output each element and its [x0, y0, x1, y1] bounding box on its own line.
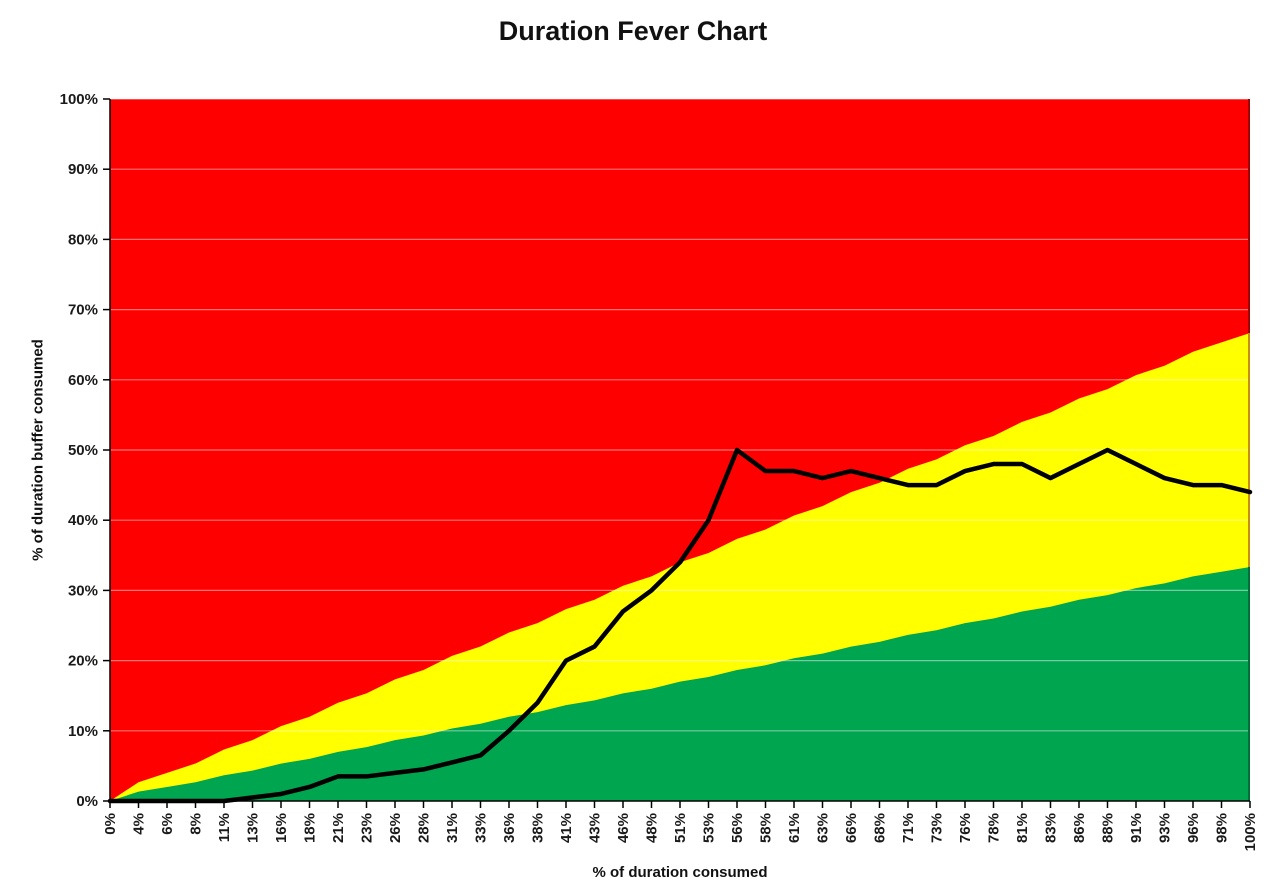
y-tick-label: 20% — [68, 653, 98, 670]
x-tick-label: 48% — [644, 813, 661, 843]
x-tick-label: 88% — [1100, 813, 1117, 843]
x-tick-label: 76% — [957, 813, 974, 843]
x-tick-label: 78% — [986, 813, 1003, 843]
x-tick-label: 11% — [216, 813, 233, 842]
fever-line — [107, 447, 1253, 804]
x-tick-label: 38% — [530, 813, 547, 843]
x-tick-label: 46% — [615, 813, 632, 843]
x-tick-label: 13% — [245, 813, 262, 843]
x-tick-label: 23% — [359, 813, 376, 843]
x-tick-label: 71% — [900, 813, 917, 843]
x-tick-label: 96% — [1185, 813, 1202, 843]
x-tick-label: 31% — [444, 813, 461, 843]
y-tick-label: 0% — [76, 793, 98, 810]
x-tick-label: 18% — [302, 813, 319, 843]
x-tick-label: 100% — [1242, 813, 1259, 851]
x-axis-title: % of duration consumed — [592, 864, 768, 881]
x-tick-label: 26% — [387, 813, 404, 843]
x-tick-label: 28% — [416, 813, 433, 843]
x-tick-label: 0% — [102, 813, 119, 835]
x-tick-label: 8% — [188, 813, 205, 835]
x-tick-label: 63% — [815, 813, 832, 843]
x-tick-label: 43% — [587, 813, 604, 843]
x-tick-label: 16% — [273, 813, 290, 843]
x-tick-label: 93% — [1157, 813, 1174, 843]
x-tick-label: 36% — [501, 813, 518, 843]
x-tick-label: 68% — [872, 813, 889, 843]
chart-title: Duration Fever Chart — [498, 16, 768, 46]
x-tick-label: 53% — [701, 813, 718, 843]
y-tick-label: 80% — [68, 231, 98, 248]
x-tick-label: 21% — [330, 813, 347, 843]
x-tick-label: 33% — [473, 813, 490, 843]
x-tick-label: 66% — [843, 813, 860, 843]
y-tick-label: 50% — [68, 442, 98, 459]
x-tick-label: 4% — [131, 813, 148, 835]
y-tick-label: 40% — [68, 512, 98, 529]
y-tick-label: 10% — [68, 723, 98, 740]
x-tick-label: 56% — [729, 813, 746, 843]
x-tick-label: 83% — [1043, 813, 1060, 843]
x-tick-label: 86% — [1071, 813, 1088, 843]
x-tick-label: 73% — [929, 813, 946, 843]
x-tick-label: 51% — [672, 813, 689, 843]
x-tick-label: 81% — [1014, 813, 1031, 843]
x-tick-label: 6% — [159, 813, 176, 835]
y-tick-label: 60% — [68, 372, 98, 389]
green-zone — [110, 567, 1250, 801]
x-tick-label: 98% — [1214, 813, 1231, 843]
y-tick-label: 70% — [68, 302, 98, 319]
y-tick-label: 30% — [68, 582, 98, 599]
x-tick-label: 91% — [1128, 813, 1145, 843]
x-tick-label: 58% — [758, 813, 775, 843]
x-tick-label: 41% — [558, 813, 575, 843]
y-tick-label: 100% — [60, 91, 98, 108]
x-tick-label: 61% — [786, 813, 803, 843]
y-tick-label: 90% — [68, 161, 98, 178]
